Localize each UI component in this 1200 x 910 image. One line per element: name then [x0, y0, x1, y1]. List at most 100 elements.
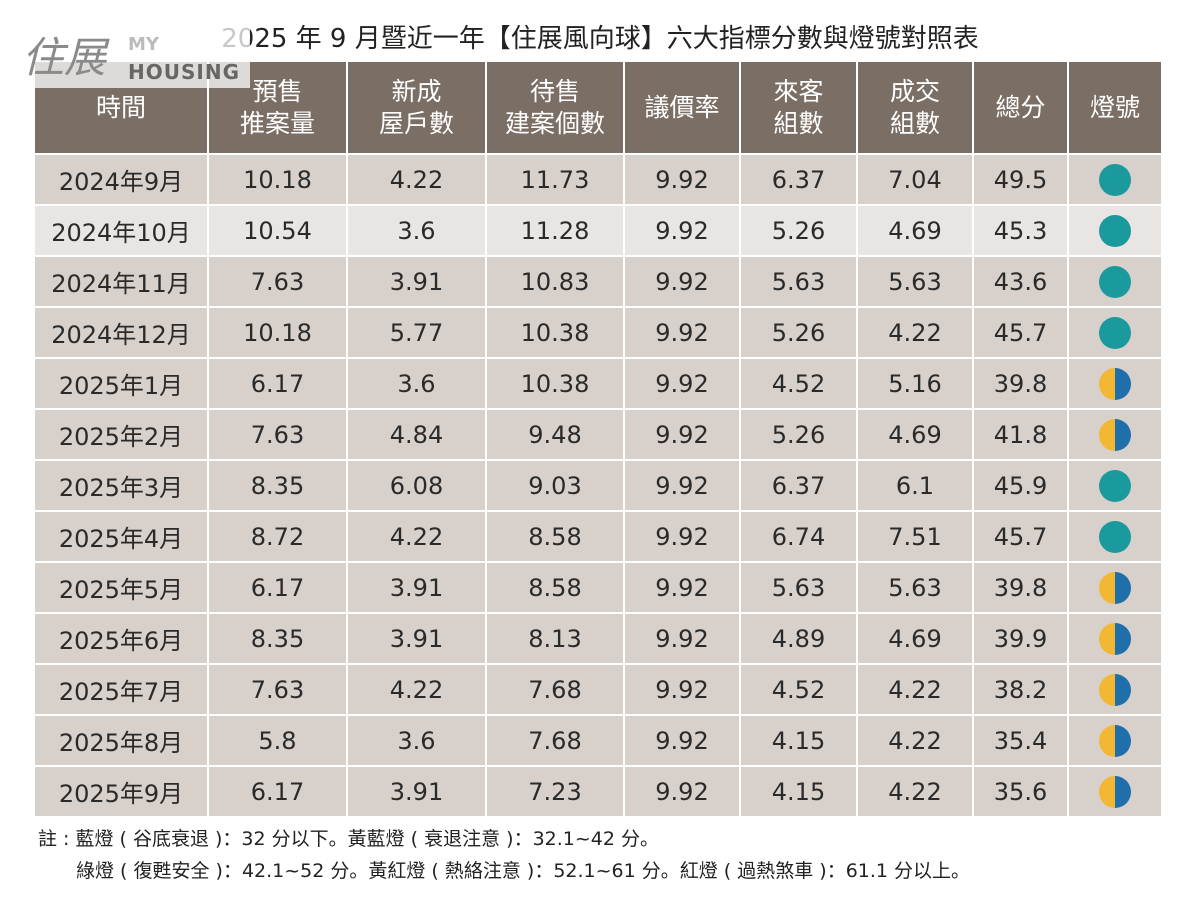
cell: 2025年4月	[35, 512, 207, 561]
header-cell: 來客 組數	[741, 62, 856, 153]
header-cell: 成交 組數	[858, 62, 972, 153]
lamp-cell	[1069, 308, 1161, 357]
cell: 5.77	[348, 308, 485, 357]
cell: 7.63	[209, 410, 346, 459]
cell: 3.6	[348, 716, 485, 765]
cell: 4.22	[348, 665, 485, 714]
lamp-cell	[1069, 257, 1161, 306]
lamp-cell	[1069, 716, 1161, 765]
cell: 4.22	[858, 716, 972, 765]
cell: 45.3	[974, 206, 1067, 255]
cell: 3.91	[348, 614, 485, 663]
lamp-cell	[1069, 614, 1161, 663]
cell: 2025年3月	[35, 461, 207, 510]
cell: 39.9	[974, 614, 1067, 663]
cell: 5.63	[741, 257, 856, 306]
cell: 6.17	[209, 359, 346, 408]
cell: 8.58	[487, 512, 623, 561]
cell: 3.91	[348, 767, 485, 816]
header-text: 組數	[889, 108, 940, 138]
cell: 9.92	[625, 665, 739, 714]
cell: 6.08	[348, 461, 485, 510]
lamp	[1099, 265, 1131, 298]
cell: 2024年9月	[35, 155, 207, 204]
lamp-half	[1115, 673, 1131, 706]
cell: 11.28	[487, 206, 623, 255]
lamp-half	[1099, 622, 1115, 655]
title: 2025 年 9 月暨近一年【住展風向球】六大指標分數與燈號對照表	[221, 24, 979, 54]
cell: 6.74	[741, 512, 856, 561]
lamp-half	[1115, 367, 1131, 400]
cell: 8.72	[209, 512, 346, 561]
header-text: 來客	[773, 76, 824, 106]
lamp-half	[1115, 622, 1131, 655]
cell: 4.52	[741, 359, 856, 408]
lamp	[1099, 163, 1131, 196]
cell: 39.8	[974, 563, 1067, 612]
cell: 7.63	[209, 665, 346, 714]
header-cell: 總分	[974, 62, 1067, 153]
lamp-half	[1099, 673, 1115, 706]
cell: 2025年8月	[35, 716, 207, 765]
lamp	[1099, 520, 1131, 553]
cell: 10.83	[487, 257, 623, 306]
cell: 5.16	[858, 359, 972, 408]
lamp-half	[1115, 571, 1131, 604]
cell: 10.38	[487, 359, 623, 408]
lamp-cell	[1069, 563, 1161, 612]
lamp-circle	[1099, 316, 1131, 349]
cell: 7.51	[858, 512, 972, 561]
cell: 5.26	[741, 410, 856, 459]
cell: 7.63	[209, 257, 346, 306]
cell: 3.91	[348, 563, 485, 612]
lamp-half	[1099, 367, 1115, 400]
lamp-cell	[1069, 665, 1161, 714]
header-text: 組數	[773, 108, 824, 138]
cell: 2025年1月	[35, 359, 207, 408]
cell: 10.18	[209, 308, 346, 357]
cell: 4.15	[741, 767, 856, 816]
cell: 7.68	[487, 716, 623, 765]
header-cell: 燈號	[1069, 62, 1161, 153]
lamp-cell	[1069, 410, 1161, 459]
cell: 39.8	[974, 359, 1067, 408]
logo-line: HOUSING	[128, 60, 240, 84]
lamp-half	[1115, 775, 1131, 808]
cell: 4.22	[348, 512, 485, 561]
cell: 3.6	[348, 206, 485, 255]
cell: 9.92	[625, 308, 739, 357]
cell: 9.92	[625, 206, 739, 255]
lamp	[1099, 775, 1131, 808]
cell: 6.17	[209, 767, 346, 816]
cell: 9.92	[625, 359, 739, 408]
cell: 4.89	[741, 614, 856, 663]
lamp	[1099, 673, 1131, 706]
header-text: 建案個數	[504, 108, 605, 138]
lamp-circle	[1099, 163, 1131, 196]
cell: 2024年10月	[35, 206, 207, 255]
cell: 2025年7月	[35, 665, 207, 714]
lamp-half	[1099, 418, 1115, 451]
cell: 35.4	[974, 716, 1067, 765]
lamp	[1099, 316, 1131, 349]
cell: 10.18	[209, 155, 346, 204]
cell: 45.7	[974, 512, 1067, 561]
cell: 9.03	[487, 461, 623, 510]
header-text: 預售	[252, 76, 303, 106]
cell: 9.92	[625, 716, 739, 765]
cell: 2024年12月	[35, 308, 207, 357]
lamp	[1099, 214, 1131, 247]
cell: 6.1	[858, 461, 972, 510]
cell: 9.92	[625, 767, 739, 816]
cell: 7.68	[487, 665, 623, 714]
cell: 9.92	[625, 155, 739, 204]
lamp-half	[1099, 775, 1115, 808]
cell: 10.38	[487, 308, 623, 357]
cell: 7.23	[487, 767, 623, 816]
cell: 4.69	[858, 206, 972, 255]
cell: 9.92	[625, 563, 739, 612]
cell: 38.2	[974, 665, 1067, 714]
cell: 5.8	[209, 716, 346, 765]
header-text: 議價率	[644, 92, 720, 122]
